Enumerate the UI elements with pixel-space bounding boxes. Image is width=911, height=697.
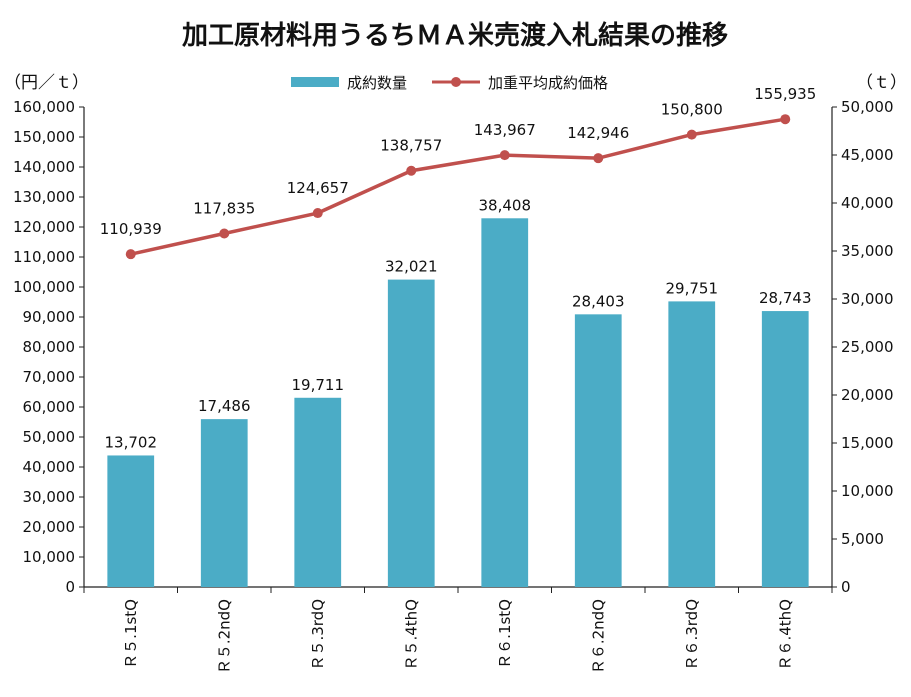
price-value-label: 110,939 (100, 220, 162, 238)
left-tick-label: 60,000 (23, 398, 76, 416)
left-tick-label: 80,000 (23, 338, 76, 356)
right-tick-label: 50,000 (841, 98, 894, 116)
price-value-label: 150,800 (661, 101, 723, 119)
price-point-1 (125, 249, 136, 260)
x-category-label: Ｒ５.2ndQ (215, 599, 233, 674)
right-tick-label: 45,000 (841, 146, 894, 164)
right-tick-label: 5,000 (841, 530, 884, 548)
bar-value-label: 38,408 (479, 196, 532, 214)
price-point-7 (686, 129, 697, 140)
left-tick-label: 90,000 (23, 308, 76, 326)
left-tick-label: 140,000 (13, 158, 75, 176)
left-tick-label: 120,000 (13, 218, 75, 236)
price-value-label: 143,967 (474, 121, 536, 139)
price-point-2 (219, 228, 230, 239)
price-point-4 (406, 165, 417, 176)
right-axis-unit: （ｔ） (856, 73, 907, 93)
price-point-8 (780, 114, 791, 125)
x-category-label: Ｒ５.3rdQ (309, 599, 327, 671)
right-tick-label: 25,000 (841, 338, 894, 356)
bar-6 (574, 314, 622, 587)
bar-8 (761, 311, 809, 587)
price-point-3 (312, 208, 323, 219)
bar-value-label: 28,403 (572, 292, 625, 310)
bar-value-label: 17,486 (198, 397, 251, 415)
legend-bar-swatch (291, 77, 339, 87)
bar-5 (481, 218, 529, 587)
left-axis-unit: （円／ｔ） (4, 73, 89, 93)
left-tick-label: 160,000 (13, 98, 75, 116)
chart-title: 加工原材料用うるちＭＡ米売渡入札結果の推移 (182, 20, 728, 51)
price-value-label: 124,657 (287, 179, 349, 197)
legend-line-marker (451, 77, 461, 87)
left-tick-label: 100,000 (13, 278, 75, 296)
left-tick-label: 30,000 (23, 488, 76, 506)
bar-1 (107, 455, 155, 587)
price-point-5 (499, 150, 510, 161)
left-tick-label: 10,000 (23, 548, 76, 566)
x-category-label: Ｒ５.4thQ (402, 599, 420, 671)
right-tick-label: 10,000 (841, 482, 894, 500)
legend: 成約数量 加重平均成約価格 (291, 74, 608, 92)
left-tick-label: 130,000 (13, 188, 75, 206)
price-value-label: 138,757 (380, 137, 442, 155)
right-tick-label: 30,000 (841, 290, 894, 308)
x-category-label: Ｒ６.1stQ (496, 599, 514, 669)
bar-value-label: 32,021 (385, 258, 438, 276)
x-category-label: Ｒ６.3rdQ (683, 599, 701, 671)
left-tick-label: 50,000 (23, 428, 76, 446)
left-tick-label: 150,000 (13, 128, 75, 146)
x-category-label: Ｒ６.2ndQ (589, 599, 607, 674)
left-tick-label: 40,000 (23, 458, 76, 476)
legend-bar-label: 成約数量 (347, 74, 407, 92)
left-tick-label: 70,000 (23, 368, 76, 386)
right-tick-label: 15,000 (841, 434, 894, 452)
price-point-6 (593, 153, 604, 164)
bar-2 (200, 419, 248, 587)
left-tick-label: 20,000 (23, 518, 76, 536)
bar-4 (387, 279, 435, 587)
bar-value-label: 19,711 (292, 376, 345, 394)
right-tick-label: 40,000 (841, 194, 894, 212)
price-value-label: 155,935 (754, 85, 816, 103)
bar-value-label: 13,702 (105, 433, 158, 451)
bar-value-label: 29,751 (666, 279, 719, 297)
plot-area: 0 10,000 20,000 30,000 40,000 50,000 60,000 70,… (13, 85, 894, 674)
left-tick-label: 110,000 (13, 248, 75, 266)
legend-line-label: 加重平均成約価格 (488, 74, 608, 92)
price-line (130, 117, 786, 256)
right-tick-label: 0 (841, 578, 851, 596)
x-category-label: Ｒ６.4thQ (776, 599, 794, 671)
x-category-label: Ｒ５.1stQ (122, 599, 140, 669)
left-tick-label: 0 (65, 578, 75, 596)
right-tick-label: 35,000 (841, 242, 894, 260)
bar-3 (294, 397, 342, 587)
price-value-label: 142,946 (567, 124, 629, 142)
bar-7 (668, 301, 716, 587)
bar-value-label: 28,743 (759, 289, 812, 307)
price-value-label: 117,835 (193, 199, 255, 217)
right-tick-label: 20,000 (841, 386, 894, 404)
